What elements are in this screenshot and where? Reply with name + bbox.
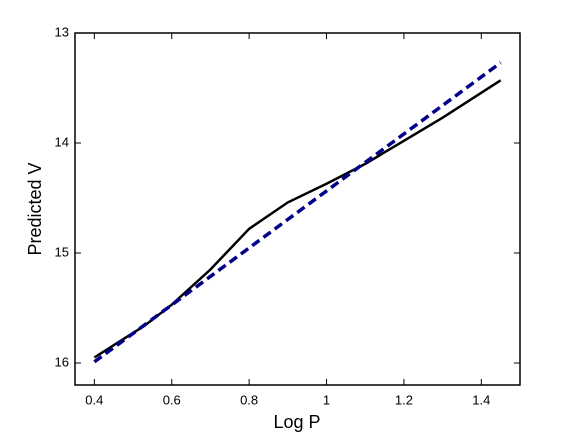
y-tick-label: 14 (55, 134, 69, 149)
x-tick-label: 0.6 (163, 392, 181, 407)
x-tick-label: 0.8 (240, 392, 258, 407)
x-tick-label: 1.4 (472, 392, 490, 407)
y-tick-label: 16 (55, 354, 69, 369)
y-tick-label: 13 (55, 24, 69, 39)
x-axis-label: Log P (273, 412, 320, 432)
x-tick-label: 0.4 (85, 392, 103, 407)
y-tick-label: 15 (55, 244, 69, 259)
x-tick-label: 1 (323, 392, 330, 407)
data-line (93, 61, 502, 364)
y-axis-label: Predicted V (25, 162, 45, 255)
plot-frame (74, 32, 521, 386)
x-tick-label: 1.2 (395, 392, 413, 407)
